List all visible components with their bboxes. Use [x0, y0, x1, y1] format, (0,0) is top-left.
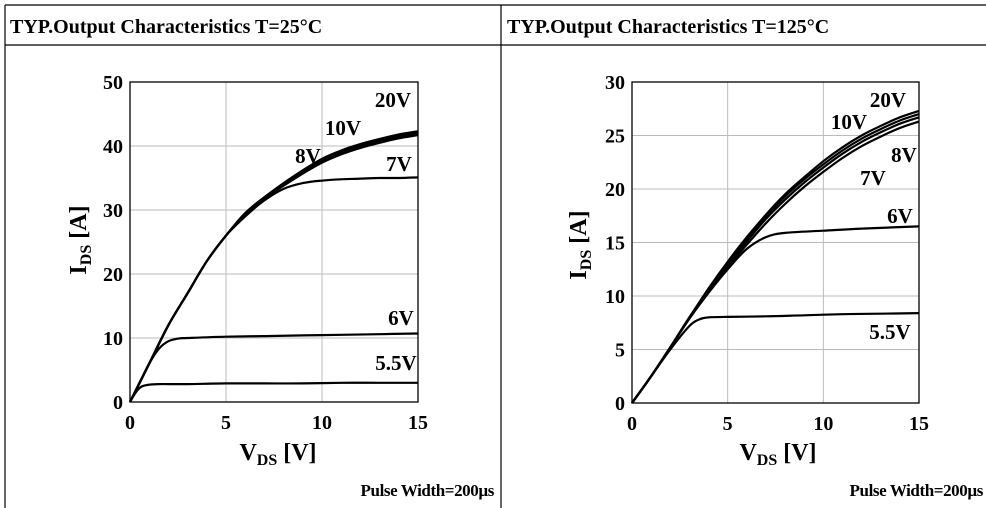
y-axis-label: IDS [A]: [66, 205, 95, 274]
x-tick-label: 0: [627, 413, 637, 435]
curve-label-20v: 20V: [870, 88, 906, 112]
y-axis-label: IDS [A]: [566, 210, 595, 279]
plot-curves: [631, 109, 920, 404]
x-tick-label: 15: [408, 412, 428, 434]
table-frame: [4, 4, 986, 508]
plot-frame: [129, 81, 419, 403]
x-axis-label: VDS [V]: [739, 440, 816, 469]
y-tick-label: 15: [605, 233, 625, 255]
x-tick-labels: 0 5 10 15: [627, 413, 929, 435]
y-tick-label: 10: [103, 328, 123, 350]
y-tick-label: 0: [113, 392, 123, 414]
curve-vgs-7v: [631, 120, 920, 404]
x-tick-label: 0: [125, 412, 135, 434]
curve-vgs-5-5v: [631, 312, 920, 404]
plot-curves: [129, 130, 419, 403]
x-tick-label: 10: [813, 413, 833, 435]
y-tick-label: 0: [615, 393, 625, 415]
y-tick-label: 30: [605, 72, 625, 94]
y-tick-label: 5: [615, 340, 625, 362]
curve-label-8v: 8V: [295, 144, 321, 168]
chart-title: TYP.Output Characteristics T=25°C: [10, 16, 322, 38]
x-tick-label: 10: [312, 412, 332, 434]
y-tick-labels: 0 5 10 15 20 25 30: [605, 72, 625, 415]
curve-label-5-5v: 5.5V: [375, 351, 416, 375]
y-tick-label: 10: [605, 286, 625, 308]
y-tick-labels: 0 10 20 30 40 50: [103, 72, 123, 414]
chart-125c: TYP.Output Characteristics T=125°C 0 5 10 1…: [507, 16, 984, 500]
y-tick-label: 20: [103, 264, 123, 286]
curve-label-5-5v: 5.5V: [869, 320, 910, 344]
pulse-width-note: Pulse Width=200µs: [361, 481, 495, 500]
x-axis-label: VDS [V]: [239, 440, 316, 469]
curve-vgs-10v: [631, 113, 920, 404]
y-tick-label: 30: [103, 200, 123, 222]
pulse-width-note: Pulse Width=200µs: [850, 481, 984, 500]
curve-vgs-5-5v: [129, 381, 418, 403]
curve-label-20v: 20V: [375, 88, 411, 112]
curve-label-7v: 7V: [860, 166, 886, 190]
x-tick-labels: 0 5 10 15: [125, 412, 428, 434]
chart-title: TYP.Output Characteristics T=125°C: [507, 16, 829, 38]
curve-label-6v: 6V: [388, 306, 414, 330]
curve-vgs-6v: [129, 332, 419, 403]
curve-label-7v: 7V: [386, 152, 412, 176]
y-tick-label: 25: [605, 126, 625, 148]
curve-label-6v: 6V: [887, 204, 913, 228]
x-tick-label: 5: [221, 412, 231, 434]
curve-label-10v: 10V: [325, 116, 361, 140]
x-tick-label: 15: [909, 413, 929, 435]
x-tick-label: 5: [723, 413, 733, 435]
curve-label-10v: 10V: [831, 110, 867, 134]
curve-vgs-7v: [129, 176, 419, 403]
y-tick-label: 50: [103, 72, 123, 94]
curve-vgs-20v: [631, 109, 920, 404]
y-tick-label: 20: [605, 179, 625, 201]
y-tick-label: 40: [103, 136, 123, 158]
curve-label-8v: 8V: [891, 143, 917, 167]
chart-25c: TYP.Output Characteristics T=25°C 0 5 10 15…: [10, 16, 495, 500]
plot-frame: [631, 81, 920, 404]
curve-vgs-8v: [631, 116, 920, 404]
